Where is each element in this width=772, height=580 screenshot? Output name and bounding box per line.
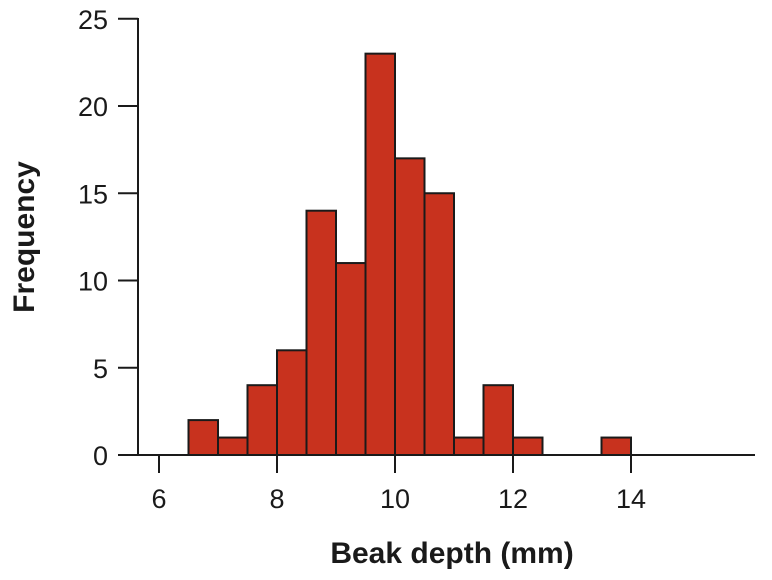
tick-labels: 0 5 10 15 20 25 6 8 10 12 14 [78,5,646,514]
x-axis-title: Beak depth (mm) [330,537,573,570]
histogram-bar-6 [364,52,396,457]
y-axis-title: Frequency [8,161,41,313]
histogram-bar-2 [246,384,278,457]
y-tick-label-20: 20 [78,92,108,122]
y-tick-label-25: 25 [78,5,108,35]
histogram-bar-10 [482,384,514,457]
histogram-bar-5 [335,262,367,456]
histogram-bar-9 [453,436,485,456]
histogram-bar-4 [305,209,337,456]
y-tick-label-5: 5 [93,354,108,384]
histogram-bar-0 [187,419,219,457]
y-tick-label-0: 0 [93,441,108,471]
x-tick-label-8: 8 [269,484,284,514]
x-tick-label-14: 14 [616,484,646,514]
histogram-bar-8 [423,192,455,456]
histogram-bar-12 [600,436,632,456]
y-tick-label-10: 10 [78,267,108,297]
x-tick-label-12: 12 [498,484,528,514]
histogram-bar-7 [394,157,426,456]
axes [118,17,755,473]
x-tick-label-6: 6 [151,484,166,514]
histogram-bars [187,52,632,457]
histogram-bar-11 [512,436,544,456]
y-tick-label-15: 15 [78,179,108,209]
x-tick-label-10: 10 [380,484,410,514]
histogram-bar-3 [276,349,308,456]
histogram-bar-1 [217,436,249,456]
